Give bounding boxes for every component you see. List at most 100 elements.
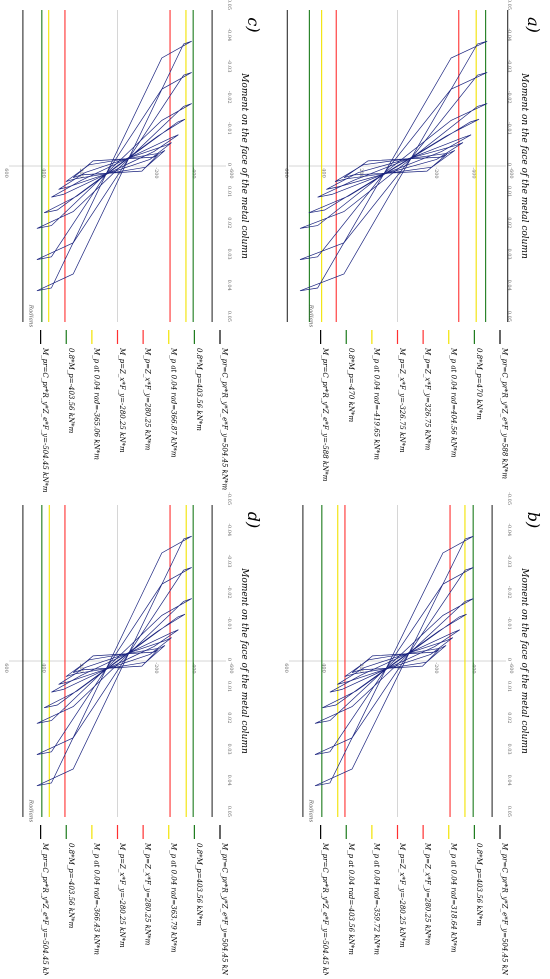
x-tick-label: -0.04: [226, 523, 232, 536]
hysteresis-loop: [299, 40, 488, 292]
y-tick-label: 0: [116, 171, 122, 174]
panel-letter: c): [244, 17, 263, 32]
y-tick-label: -600: [228, 167, 234, 178]
hysteresis-loop: [308, 118, 480, 214]
legend-entry: M_pr=C_pr*R_y*Z_e*F_y=588 kN*m: [501, 347, 509, 479]
legend-entry: M_p at 0.04 rad=-403.56 kN*m: [347, 842, 355, 955]
legend-entry: 0.8*M_p=470 kN*m: [475, 348, 483, 420]
y-tick-label: 200: [78, 663, 84, 673]
x-tick-label: -0.05: [506, 0, 512, 10]
panel-letter: b): [524, 512, 543, 528]
x-tick-label: 0.04: [506, 775, 512, 786]
x-tick-label: 0.04: [226, 775, 232, 786]
x-tick-label: 0.05: [506, 806, 512, 817]
legend-entry: M_p=Z_x*F_y=-280.25 kN*m: [398, 842, 406, 948]
x-tick-label: -0.03: [226, 60, 232, 73]
x-tick-label: 0.01: [506, 681, 512, 692]
legend-entry: M_p at 0.04 rad=363.79 kN*m: [169, 842, 177, 953]
y-tick-label: 600: [3, 168, 9, 178]
hysteresis-loop: [72, 649, 159, 674]
y-tick-label: 200: [358, 168, 364, 178]
hysteresis-loop: [343, 153, 448, 179]
legend-entry: 0.8*M_p=-403.56 kN*m: [67, 348, 75, 434]
hysteresis-loop: [36, 598, 192, 724]
legend-entry: M_p at 0.04 rad=366.87 kN*m: [169, 347, 177, 458]
x-tick-label: -0.03: [226, 555, 232, 568]
hysteresis-loop: [58, 142, 172, 190]
panel-letter: a): [524, 17, 543, 33]
x-tick-label: 0.01: [506, 186, 512, 197]
x-axis-label: Radians: [28, 304, 34, 328]
x-tick-label: -0.03: [506, 60, 512, 73]
y-tick-label: 600: [3, 663, 9, 673]
panel-title: Moment on the face of the metal column: [519, 72, 529, 259]
y-tick-label: -600: [508, 662, 514, 673]
x-tick-label: -0.03: [506, 555, 512, 568]
hysteresis-loop: [344, 645, 447, 677]
x-tick-label: 0: [506, 163, 512, 166]
panel-a: 600 400 200 0 -200 -400 -600 -0.05 -0.04 -0.03 -0.…: [283, 0, 543, 482]
legend-entry: M_p at 0.04 rad=-366.43 kN*m: [92, 842, 100, 955]
legend-entry: M_p=Z_x*F_y=280.25 kN*m: [424, 842, 432, 946]
legend-entry: M_pr=C_pr*R_y*Z_e*F_y=504.45 kN*m: [221, 347, 229, 491]
x-tick-label: -0.05: [506, 492, 512, 505]
legend-entry: M_p at 0.04 rad=404.56 kN*m: [449, 347, 457, 458]
legend-entry: M_pr=C_pr*R_y*Z_e*F_y=-504.45 kN*m: [321, 842, 329, 975]
x-tick-label: -0.01: [506, 122, 512, 135]
legend-entry: M_p=Z_x*F_y=-280.25 kN*m: [118, 842, 126, 948]
panel-title: Moment on the face of the metal column: [519, 567, 529, 754]
panel-letter: d): [244, 512, 263, 528]
y-tick-label: 0: [396, 171, 402, 174]
hysteresis-loop: [322, 613, 467, 709]
legend-entry: 0.8*M_p=403.56 kN*m: [195, 843, 203, 926]
y-tick-label: 200: [78, 168, 84, 178]
x-axis-label: Radians: [308, 304, 314, 328]
y-tick-label: -200: [153, 662, 159, 673]
x-tick-label: -0.01: [226, 122, 232, 135]
panel-c: 6004002000-200-400-600-0.05-0.04-0.03-0.…: [3, 0, 263, 493]
x-tick-label: 0.01: [226, 681, 232, 692]
y-tick-label: -200: [153, 167, 159, 178]
hysteresis-loop: [51, 629, 179, 693]
x-tick-label: -0.05: [226, 492, 232, 505]
x-tick-label: -0.05: [226, 0, 232, 10]
x-tick-label: -0.04: [506, 28, 512, 41]
panel-b: 6004002000-200-400-600-0.05-0.04-0.03-0.…: [283, 492, 543, 979]
x-tick-label: -0.01: [226, 617, 232, 630]
x-tick-label: -0.02: [506, 91, 512, 104]
y-tick-label: 400: [321, 168, 327, 178]
legend-entry: M_pr=C_pr*R_y*Z_e*F_y=504.45 kN*m: [221, 842, 229, 975]
legend-entry: M_pr=C_pr*R_y*Z_e*F_y=-504.45 kN*m: [41, 842, 49, 975]
legend-entry: 0.8*M_p=403.56 kN*m: [195, 348, 203, 431]
legend-entry: M_pr=C_pr*R_y*Z_e*F_y=504.45 kN*m: [501, 842, 509, 975]
x-tick-label: 0.03: [506, 743, 512, 754]
legend-entry: M_p=Z_x*F_y=-280.25 kN*m: [118, 347, 126, 453]
hysteresis-loop: [314, 535, 474, 787]
x-tick-label: 0.02: [506, 712, 512, 723]
legend-entry: M_p=Z_x*F_y=326.75 kN*m: [424, 347, 432, 451]
hysteresis-loop: [43, 118, 186, 214]
x-tick-label: -0.02: [226, 586, 232, 599]
legend-entry: M_p at 0.04 rad=-359.72 kN*m: [372, 842, 380, 955]
hysteresis-loop: [317, 134, 472, 198]
legend-entry: M_pr=C_pr*R_y*Z_e*F_y=-588 kN*m: [321, 347, 329, 482]
x-tick-label: -0.01: [506, 617, 512, 630]
hysteresis-loop: [334, 150, 456, 182]
y-tick-label: 400: [41, 168, 47, 178]
hysteresis-loop: [65, 645, 166, 677]
x-tick-label: -0.02: [226, 91, 232, 104]
legend-entry: M_p=Z_x*F_y=-326.75 kN*m: [398, 347, 406, 453]
panel-title: Moment on the face of the metal column: [239, 72, 249, 259]
hysteresis-loop: [65, 150, 166, 182]
x-tick-label: 0.02: [226, 217, 232, 228]
y-tick-label: 600: [283, 168, 289, 178]
legend-entry: 0.8*M_p=403.56 kN*m: [475, 843, 483, 926]
y-tick-label: -200: [433, 662, 439, 673]
hysteresis-loop: [314, 598, 474, 724]
hysteresis-loop: [72, 154, 159, 179]
y-tick-label: 200: [358, 663, 364, 673]
hysteresis-loop: [326, 142, 464, 190]
hysteresis-loop: [329, 629, 460, 693]
hysteresis-loop: [36, 103, 192, 229]
